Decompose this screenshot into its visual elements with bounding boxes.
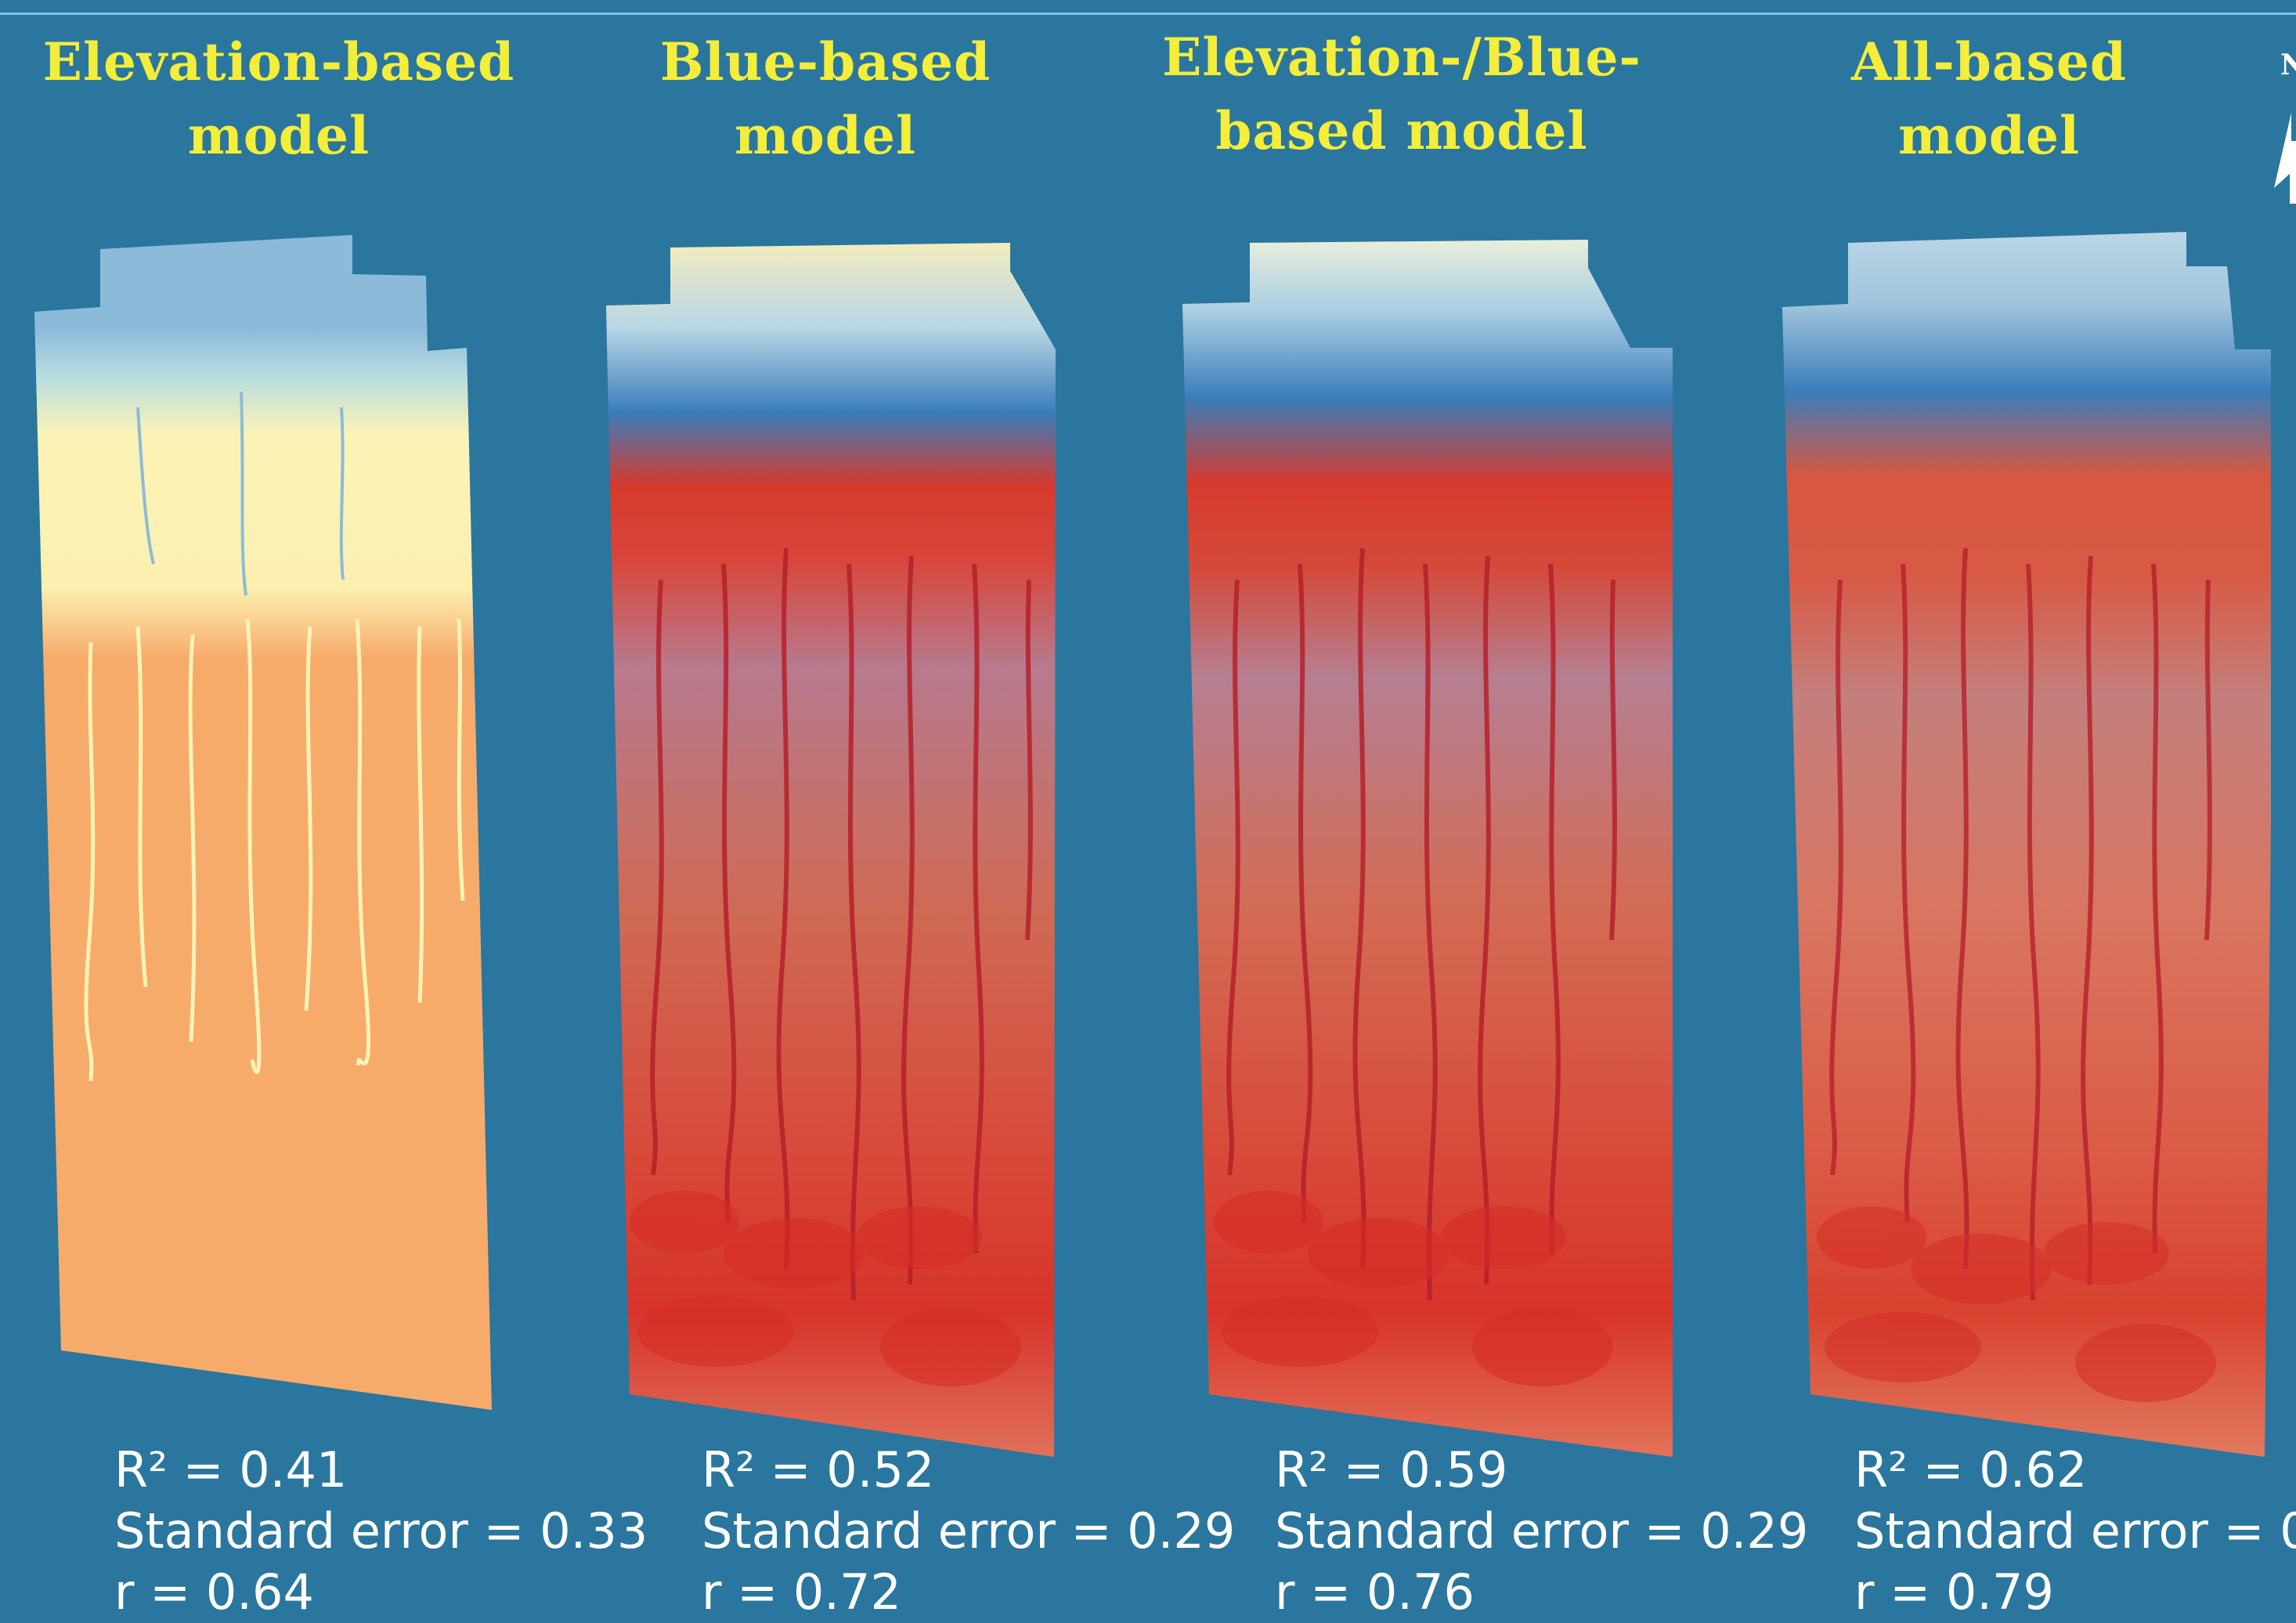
map-all-based [1782, 232, 2271, 1457]
panel-elevation-blue-based: Elevation-/Blue- based model [1120, 0, 1808, 1621]
correlation-r: r = 0.79 [1854, 1563, 2054, 1621]
texture-patches [630, 1191, 1021, 1386]
stats-block: R² = 0.62 Standard error = 0.4 r = 0.79 [1854, 1440, 2296, 1623]
map-footprint [1782, 232, 2271, 1457]
panel-all-based: All-based model [1707, 0, 2296, 1621]
panel-title: Elevation-/Blue- based model [1120, 20, 1684, 168]
stats-block: R² = 0.41 Standard error = 0.33 r = 0.64 [114, 1440, 648, 1623]
panel-title-line1: Elevation-based [42, 31, 515, 92]
panel-title-line2: based model [1215, 100, 1588, 161]
drainage-lines [84, 618, 465, 1082]
top-border [0, 0, 2296, 15]
drainage-lines [650, 548, 1033, 1301]
panel-elevation-based: Elevation-based model [0, 0, 648, 1621]
standard-error: Standard error = 0.33 [114, 1502, 648, 1560]
drainage-lines [1829, 548, 2212, 1301]
panel-title-line1: All-based [1851, 31, 2127, 92]
panel-title: Blue-based model [543, 25, 1107, 172]
map-area-blue [606, 243, 1056, 1457]
r-squared: R² = 0.62 [1854, 1441, 2088, 1498]
texture-patches [1817, 1206, 2216, 1402]
north-label: N [2280, 49, 2296, 81]
panel-title-line2: model [734, 105, 917, 166]
panel-blue-based: Blue-based model [543, 0, 1235, 1621]
map-footprint [34, 235, 492, 1410]
panel-title-line2: model [1897, 105, 2081, 166]
upper-channels [136, 391, 345, 596]
r-squared: R² = 0.41 [114, 1441, 348, 1498]
drainage-lines [1226, 548, 1617, 1301]
map-blue-based [606, 243, 1056, 1457]
standard-error: Standard error = 0.29 [702, 1502, 1236, 1560]
r-squared: R² = 0.59 [1275, 1441, 1508, 1498]
panel-title: All-based model [1707, 25, 2271, 172]
panel-title-line1: Blue-based [659, 31, 991, 92]
texture-patches [1214, 1191, 1613, 1386]
map-elevation-based [34, 235, 492, 1410]
panel-title-line2: model [187, 105, 370, 166]
r-squared: R² = 0.52 [702, 1441, 935, 1498]
standard-error: Standard error = 0.29 [1275, 1502, 1809, 1560]
map-elevation-blue-based [1182, 240, 1673, 1457]
panel-title: Elevation-based model [0, 25, 561, 172]
north-arrow-icon [2274, 113, 2296, 204]
panel-title-line1: Elevation-/Blue- [1162, 27, 1641, 88]
standard-error: Standard error = 0.4 [1854, 1502, 2296, 1560]
